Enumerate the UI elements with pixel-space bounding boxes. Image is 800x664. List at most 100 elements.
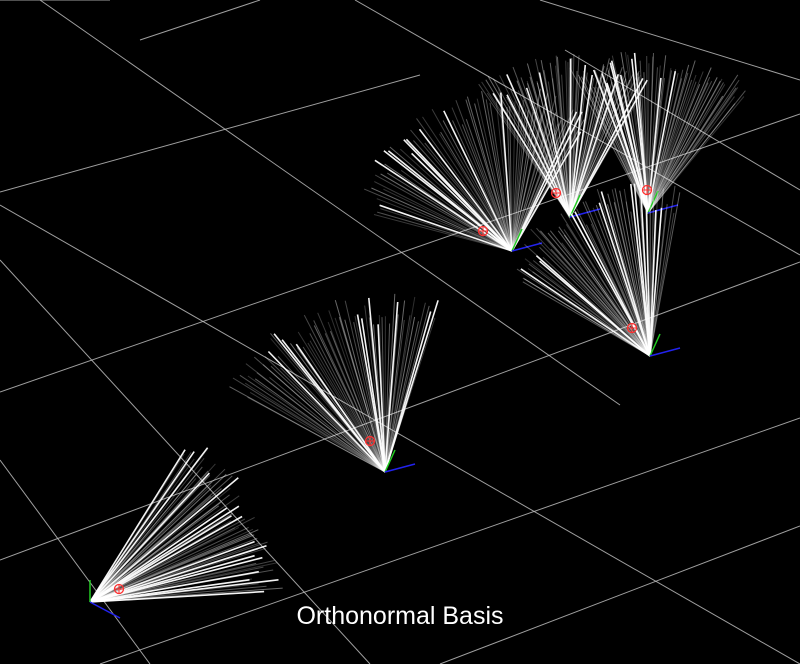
ray <box>543 70 571 218</box>
ray <box>89 447 209 603</box>
ray <box>647 67 712 214</box>
ray <box>647 84 701 214</box>
ray <box>384 296 416 473</box>
ray <box>422 116 513 252</box>
ray <box>647 80 713 214</box>
ray <box>89 516 255 603</box>
ray <box>89 478 197 603</box>
grid-line <box>539 0 800 81</box>
ray <box>89 474 197 603</box>
ray <box>364 188 513 252</box>
ray <box>511 123 559 252</box>
ray <box>524 258 651 357</box>
axis-y <box>569 194 581 218</box>
ray <box>614 188 651 357</box>
grid-line <box>0 459 151 664</box>
ray <box>455 100 513 252</box>
ray <box>89 451 195 603</box>
ray <box>585 224 651 357</box>
ray <box>368 297 386 473</box>
ray <box>647 90 746 214</box>
ray <box>647 87 737 214</box>
ray <box>376 198 513 252</box>
ray <box>360 318 386 473</box>
ray <box>525 87 571 218</box>
ray <box>556 56 571 218</box>
ray <box>529 76 571 218</box>
ray <box>267 350 386 473</box>
ray <box>89 464 188 603</box>
ray <box>334 299 386 473</box>
axis-z <box>649 347 681 357</box>
ray <box>89 472 210 603</box>
ray <box>374 181 513 252</box>
ray <box>649 204 668 357</box>
ray <box>438 133 513 252</box>
ray <box>560 213 651 357</box>
ray-fan-6 <box>516 183 681 357</box>
ray <box>589 84 649 214</box>
ray <box>532 271 651 357</box>
ray <box>440 131 513 252</box>
ray <box>611 189 651 357</box>
ray <box>89 466 203 603</box>
ray <box>374 174 513 252</box>
ray <box>317 312 386 473</box>
ray <box>528 263 651 357</box>
grid-line <box>564 49 800 191</box>
ray <box>492 92 571 218</box>
grid-line <box>0 113 800 393</box>
ray <box>89 518 246 603</box>
basis-axes-icon <box>569 194 601 218</box>
ray <box>647 76 711 214</box>
ray <box>569 70 640 218</box>
ray <box>565 224 651 357</box>
ray <box>89 534 255 603</box>
grid-line <box>0 74 421 193</box>
ray <box>451 107 513 252</box>
ray <box>384 321 419 473</box>
ray <box>558 226 651 357</box>
ray <box>89 583 259 603</box>
ray <box>89 453 185 603</box>
ray <box>649 185 676 357</box>
ray <box>647 64 690 214</box>
ray <box>466 96 513 252</box>
ray <box>313 325 386 473</box>
ray <box>511 101 516 252</box>
ray <box>254 378 386 473</box>
ray <box>647 96 735 214</box>
ray <box>625 201 651 357</box>
ray <box>511 110 551 252</box>
ray <box>526 80 571 218</box>
ray-fan-5 <box>569 52 746 214</box>
ray <box>89 556 263 603</box>
ray <box>649 212 675 357</box>
ray <box>569 67 623 218</box>
ray <box>647 87 739 214</box>
ray <box>89 505 220 603</box>
ray <box>384 301 399 473</box>
ray <box>542 257 651 357</box>
ray <box>547 81 571 218</box>
ray <box>569 53 575 218</box>
ray <box>646 55 649 214</box>
ray <box>647 78 683 214</box>
ray <box>592 69 649 214</box>
ray <box>530 228 651 357</box>
ray <box>330 331 386 473</box>
ray <box>647 82 724 214</box>
ray <box>244 382 386 473</box>
ray <box>647 96 745 214</box>
ray <box>549 230 651 357</box>
ray <box>569 79 648 218</box>
ray <box>461 124 513 252</box>
ray <box>89 494 230 603</box>
ray-fans <box>89 52 746 619</box>
ray <box>89 481 213 603</box>
ray <box>334 317 386 473</box>
ray <box>307 342 386 473</box>
ray <box>384 302 426 473</box>
ray <box>647 78 665 214</box>
